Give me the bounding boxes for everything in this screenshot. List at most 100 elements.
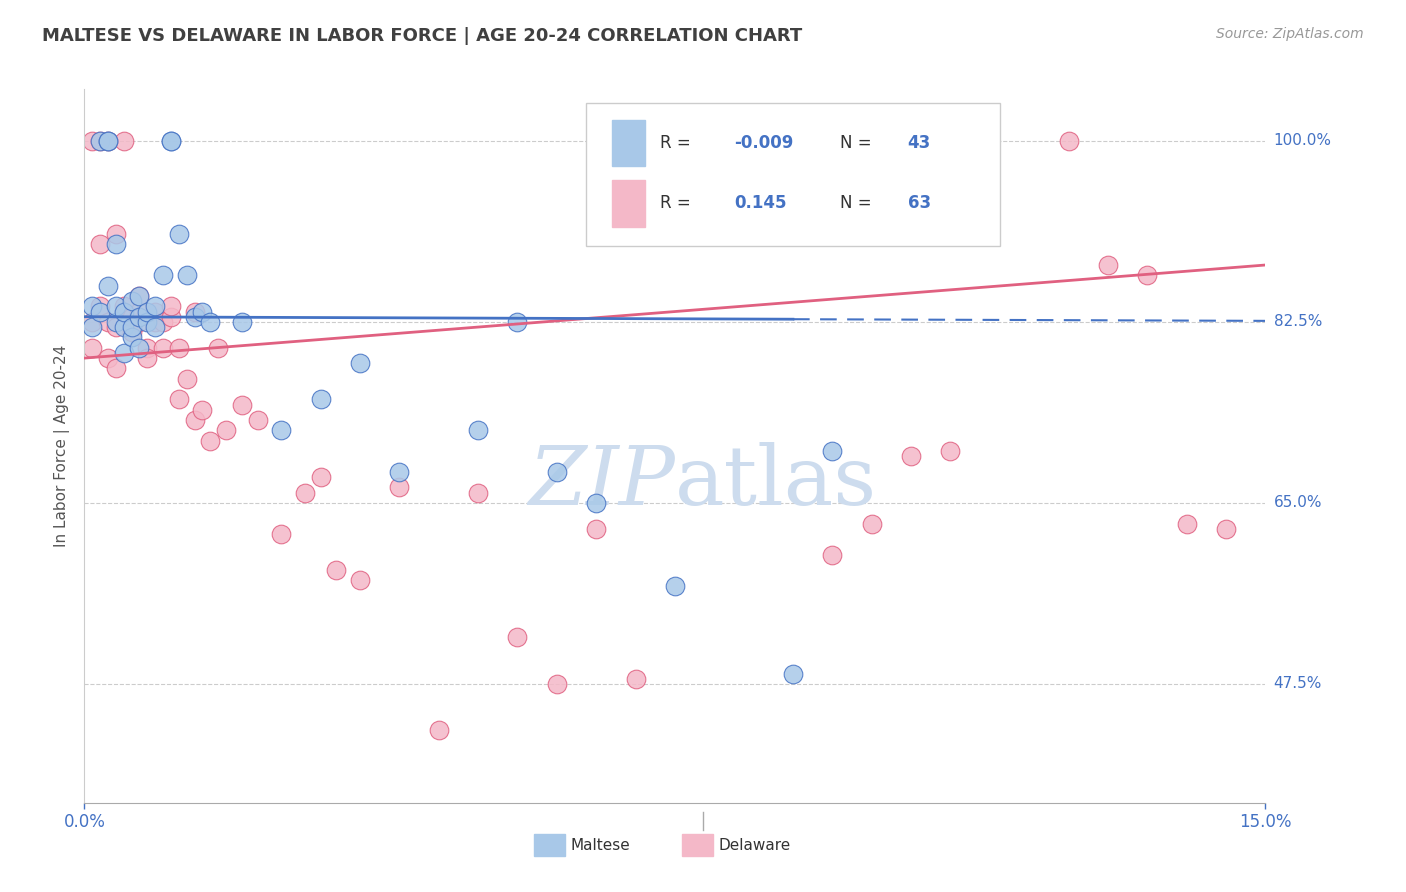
Point — [270, 424, 292, 438]
Point — [128, 315, 150, 329]
Point — [506, 315, 529, 329]
Point — [176, 268, 198, 283]
Point — [121, 325, 143, 339]
Point — [624, 672, 647, 686]
Point — [325, 563, 347, 577]
Point — [112, 320, 135, 334]
Point — [112, 134, 135, 148]
Point — [97, 278, 120, 293]
Text: N =: N = — [841, 194, 877, 212]
Y-axis label: In Labor Force | Age 20-24: In Labor Force | Age 20-24 — [55, 345, 70, 547]
Point — [467, 485, 489, 500]
Point — [860, 516, 883, 531]
Point — [104, 320, 127, 334]
Point — [231, 398, 253, 412]
Point — [585, 496, 607, 510]
Point — [128, 310, 150, 324]
Point — [167, 227, 190, 241]
Point — [112, 304, 135, 318]
Point — [270, 527, 292, 541]
Point — [121, 320, 143, 334]
Point — [388, 465, 411, 479]
Point — [97, 351, 120, 365]
Text: MALTESE VS DELAWARE IN LABOR FORCE | AGE 20-24 CORRELATION CHART: MALTESE VS DELAWARE IN LABOR FORCE | AGE… — [42, 27, 803, 45]
Point — [782, 666, 804, 681]
Point — [104, 299, 127, 313]
Point — [546, 465, 568, 479]
Point — [128, 341, 150, 355]
Point — [104, 361, 127, 376]
Point — [89, 134, 111, 148]
Point — [104, 237, 127, 252]
Point — [467, 424, 489, 438]
Point — [82, 299, 104, 313]
Point — [82, 134, 104, 148]
Point — [160, 134, 183, 148]
Point — [183, 304, 205, 318]
Point — [349, 574, 371, 588]
Point — [782, 134, 804, 148]
Point — [1215, 522, 1237, 536]
Point — [112, 304, 135, 318]
Point — [97, 134, 120, 148]
Point — [821, 444, 844, 458]
Text: ZIP: ZIP — [529, 442, 675, 522]
Point — [89, 134, 111, 148]
Point — [309, 470, 332, 484]
Point — [121, 294, 143, 309]
Point — [191, 304, 214, 318]
Point — [427, 723, 450, 738]
Text: -0.009: -0.009 — [734, 134, 793, 152]
Point — [121, 330, 143, 344]
Text: 82.5%: 82.5% — [1274, 314, 1322, 329]
Point — [167, 392, 190, 407]
Point — [136, 341, 159, 355]
Point — [1136, 268, 1159, 283]
Point — [128, 304, 150, 318]
Point — [294, 485, 316, 500]
Point — [136, 315, 159, 329]
Point — [585, 522, 607, 536]
Point — [1057, 134, 1080, 148]
Point — [231, 315, 253, 329]
Point — [97, 134, 120, 148]
Text: R =: R = — [659, 194, 696, 212]
Point — [143, 304, 166, 318]
Point — [89, 237, 111, 252]
Point — [167, 341, 190, 355]
Point — [821, 548, 844, 562]
Point — [89, 299, 111, 313]
Text: Delaware: Delaware — [718, 838, 790, 853]
Point — [200, 315, 222, 329]
Point — [112, 299, 135, 313]
Point — [349, 356, 371, 370]
Point — [136, 351, 159, 365]
Point — [143, 299, 166, 313]
Point — [703, 134, 725, 148]
Point — [200, 434, 222, 448]
Point — [183, 310, 205, 324]
Point — [979, 134, 1001, 148]
Point — [152, 268, 174, 283]
Point — [143, 320, 166, 334]
Point — [121, 310, 143, 324]
Point — [546, 677, 568, 691]
Point — [160, 310, 183, 324]
Point — [1175, 516, 1198, 531]
Point — [207, 341, 229, 355]
Text: 47.5%: 47.5% — [1274, 676, 1322, 691]
Text: 100.0%: 100.0% — [1274, 134, 1331, 148]
Point — [215, 424, 238, 438]
Text: R =: R = — [659, 134, 696, 152]
Point — [89, 304, 111, 318]
Point — [97, 134, 120, 148]
Point — [506, 630, 529, 644]
Point — [246, 413, 269, 427]
Point — [939, 444, 962, 458]
Point — [82, 315, 104, 329]
Point — [160, 134, 183, 148]
Point — [128, 289, 150, 303]
Bar — [612, 120, 645, 166]
Text: atlas: atlas — [675, 442, 877, 522]
Point — [112, 346, 135, 360]
